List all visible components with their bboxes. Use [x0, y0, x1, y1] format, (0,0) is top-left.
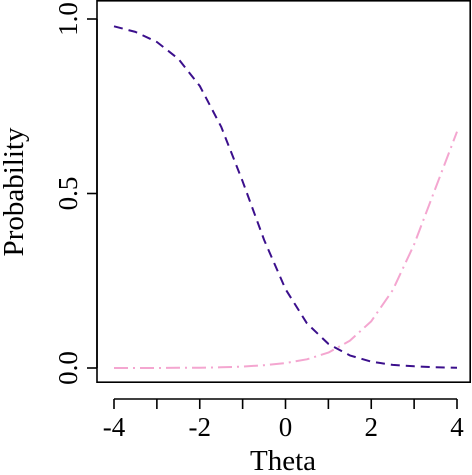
y-axis-label: Probability [0, 127, 30, 256]
series-layer [113, 25, 458, 369]
x-tick-label: -2 [189, 412, 212, 442]
y-tick-label: 0.0 [53, 351, 83, 385]
series-line-1 [113, 25, 458, 369]
x-tick-label: -4 [103, 412, 126, 442]
y-tick-label: 0.5 [53, 177, 83, 211]
x-tick-label: 0 [279, 412, 293, 442]
x-tick-label: 4 [450, 412, 464, 442]
series-line-2 [114, 131, 458, 369]
y-tick-label: 1.0 [53, 2, 83, 36]
x-tick-label: 2 [365, 412, 379, 442]
x-axis-label: Theta [250, 445, 316, 475]
y-axis: 0.0 0.5 1.0 [53, 2, 98, 385]
plot-area-border [96, 0, 472, 383]
x-axis: -4 -2 0 2 4 [103, 398, 464, 442]
